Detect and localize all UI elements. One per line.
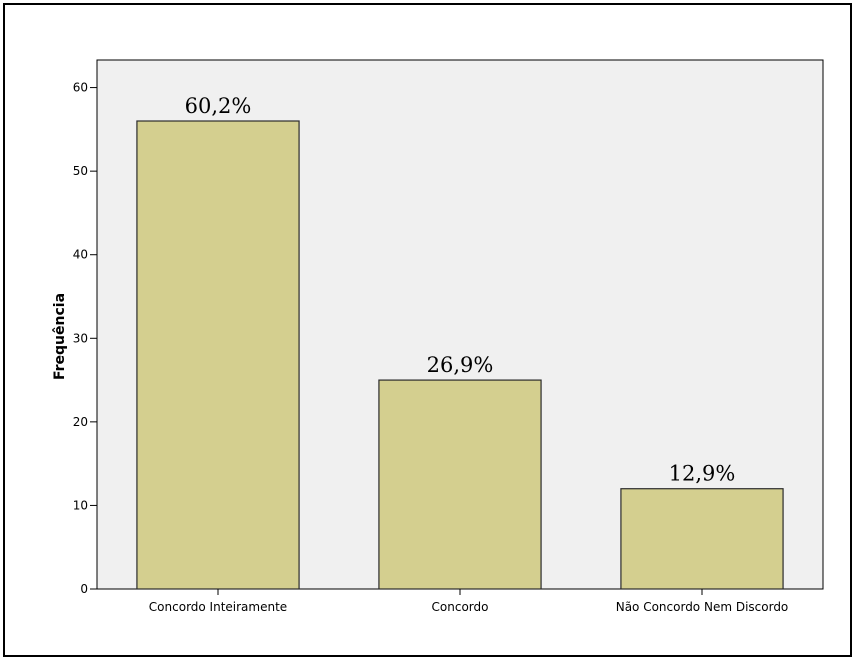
y-tick-label: 40 [73,248,88,262]
bar [136,120,300,590]
y-tick-label: 60 [73,81,88,95]
bar-data-label: 12,9% [669,462,736,486]
y-tick-label: 10 [73,498,88,512]
x-tick-label: Concordo Inteiramente [149,600,287,614]
y-tick-label: 30 [73,331,88,345]
y-axis: 0 10 20 30 40 50 60 [73,81,97,596]
x-tick-label: Não Concordo Nem Discordo [616,600,789,614]
bars [136,120,784,590]
y-tick-label: 20 [73,415,88,429]
bar-data-label: 60,2% [185,94,252,118]
y-tick-label: 50 [73,164,88,178]
data-labels: 60,2% 26,9% 12,9% [185,94,736,486]
x-axis-labels: Concordo Inteiramente Concordo Não Concord… [149,589,788,614]
bar [620,488,784,590]
y-axis-title: Frequência [52,293,68,380]
bar-data-label: 26,9% [427,353,494,377]
bar [378,379,542,590]
x-tick-label: Concordo [432,600,489,614]
y-tick-label: 0 [80,582,88,596]
